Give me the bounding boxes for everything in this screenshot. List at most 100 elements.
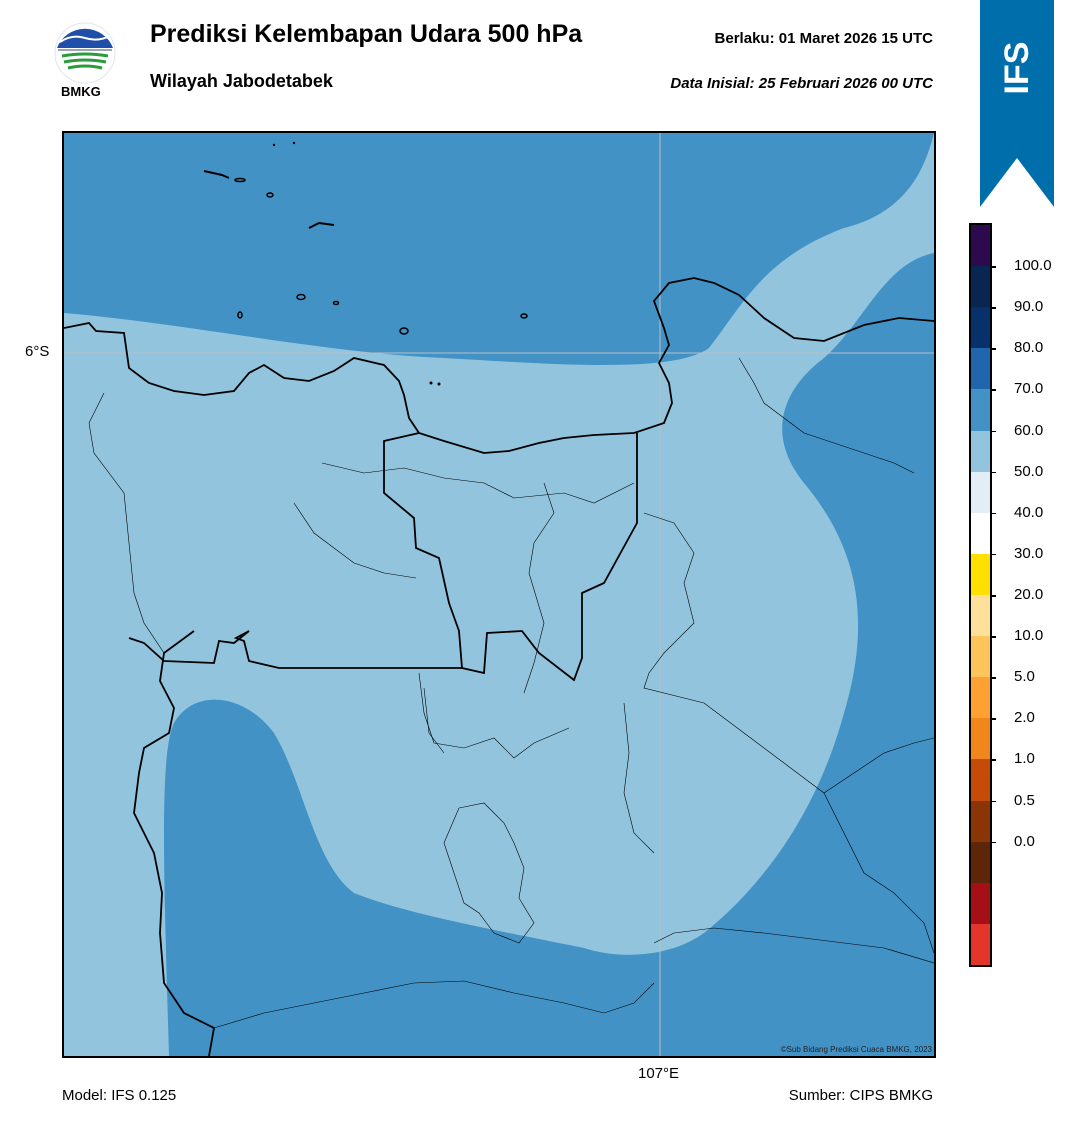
island xyxy=(520,313,528,319)
colorbar-tick xyxy=(990,307,996,309)
lat-label: 6°S xyxy=(25,343,50,360)
logo-text: BMKG xyxy=(61,84,101,99)
colorbar xyxy=(969,223,992,967)
colorbar-tick-label: 10.0 xyxy=(1014,627,1044,645)
province-border xyxy=(133,630,216,1056)
colorbar-tick-label: 80.0 xyxy=(1014,339,1044,357)
island xyxy=(292,141,296,145)
regency-border xyxy=(321,462,635,504)
colorbar-tick-label: 100.0 xyxy=(1014,257,1052,275)
colorbar-segment xyxy=(971,759,990,802)
island xyxy=(437,382,441,386)
colorbar-tick-label: 70.0 xyxy=(1014,380,1044,398)
model-label: Model: IFS 0.125 xyxy=(62,1087,177,1104)
colorbar-segment xyxy=(971,389,990,432)
init-time: Data Inisial: 25 Februari 2026 00 UTC xyxy=(670,75,933,92)
init-time-value: 25 Februari 2026 00 UTC xyxy=(758,75,933,92)
island xyxy=(429,381,433,385)
province-border xyxy=(383,432,638,682)
valid-time: Berlaku: 01 Maret 2026 15 UTC xyxy=(715,30,933,47)
colorbar-tick xyxy=(990,471,996,474)
colorbar-tick xyxy=(990,718,996,720)
valid-time-label: Berlaku: xyxy=(714,30,775,47)
regency-border xyxy=(823,792,934,954)
island xyxy=(237,311,243,319)
island xyxy=(203,170,230,179)
island xyxy=(332,300,340,306)
colorbar-segment xyxy=(971,841,990,884)
colorbar-tick xyxy=(990,430,996,433)
regency-border xyxy=(823,737,934,794)
colorbar-segment xyxy=(971,512,990,555)
colorbar-segment xyxy=(971,800,990,843)
init-time-label: Data Inisial: xyxy=(670,75,755,92)
colorbar-tick-label: 40.0 xyxy=(1014,503,1044,521)
colorbar-segment xyxy=(971,882,990,925)
colorbar-segment xyxy=(971,266,990,308)
colorbar-segment xyxy=(971,553,990,596)
colorbar-segment xyxy=(971,636,990,678)
colorbar-tick xyxy=(990,759,996,761)
colorbar-tick-label: 60.0 xyxy=(1014,421,1044,439)
colorbar-tick xyxy=(990,389,996,391)
colorbar-tick-label: 5.0 xyxy=(1014,668,1035,686)
colorbar-segment xyxy=(971,430,990,473)
colorbar-tick xyxy=(990,677,996,679)
island xyxy=(272,143,276,147)
valid-time-value: 01 Maret 2026 15 UTC xyxy=(778,30,933,47)
humidity-map xyxy=(64,133,934,1056)
map-credit: ©Sub Bidang Prediksi Cuaca BMKG, 2023 xyxy=(780,1045,932,1054)
colorbar-tick-label: 0.0 xyxy=(1014,832,1035,850)
page-subtitle: Wilayah Jabodetabek xyxy=(150,71,333,91)
colorbar-tick-label: 30.0 xyxy=(1014,544,1044,562)
regency-border xyxy=(443,802,535,944)
colorbar-tick-label: 90.0 xyxy=(1014,298,1044,316)
island xyxy=(308,221,335,229)
humidity-band-60-70 xyxy=(64,133,934,1056)
colorbar-tick-label: 0.5 xyxy=(1014,791,1035,809)
colorbar-tick-label: 50.0 xyxy=(1014,462,1044,480)
colorbar-tick xyxy=(990,841,996,844)
island xyxy=(266,192,274,198)
colorbar-tick xyxy=(990,595,996,597)
colorbar-tick xyxy=(990,266,996,268)
colorbar-segment xyxy=(971,677,990,719)
regency-border xyxy=(653,927,934,964)
colorbar-segment xyxy=(971,923,990,966)
regency-border xyxy=(623,702,655,854)
page-title: Prediksi Kelembapan Udara 500 hPa xyxy=(150,20,583,48)
bmkg-logo xyxy=(52,20,118,86)
source-label: Sumber: CIPS BMKG xyxy=(788,1087,933,1104)
regency-border xyxy=(738,357,915,474)
ifs-ribbon xyxy=(980,0,1054,207)
regency-border xyxy=(423,687,445,754)
colorbar-segment xyxy=(971,348,990,390)
colorbar-segment xyxy=(971,471,990,514)
regency-border xyxy=(523,482,555,694)
colorbar-tick-label: 1.0 xyxy=(1014,750,1035,768)
lon-label: 107°E xyxy=(638,1065,680,1082)
regency-border xyxy=(213,980,655,1029)
colorbar-segment xyxy=(971,595,990,637)
island xyxy=(234,177,246,183)
coastline xyxy=(64,277,934,454)
ribbon-text: IFS xyxy=(998,42,1036,95)
regency-border xyxy=(293,502,417,579)
colorbar-segment xyxy=(971,225,990,267)
colorbar-tick xyxy=(990,512,996,515)
island xyxy=(399,327,409,335)
colorbar-tick xyxy=(990,348,996,350)
island xyxy=(296,293,306,301)
colorbar-tick xyxy=(990,800,996,803)
province-border xyxy=(128,630,462,669)
colorbar-tick xyxy=(990,553,996,556)
colorbar-segment xyxy=(971,718,990,760)
regency-border xyxy=(643,512,825,794)
colorbar-tick xyxy=(990,636,996,638)
colorbar-tick-label: 20.0 xyxy=(1014,586,1044,603)
colorbar-segment xyxy=(971,307,990,349)
map-panel: ©Sub Bidang Prediksi Cuaca BMKG, 2023 xyxy=(62,131,936,1058)
colorbar-tick-label: 2.0 xyxy=(1014,709,1035,727)
bmkg-logo-icon xyxy=(54,22,116,84)
regency-border xyxy=(88,392,165,654)
